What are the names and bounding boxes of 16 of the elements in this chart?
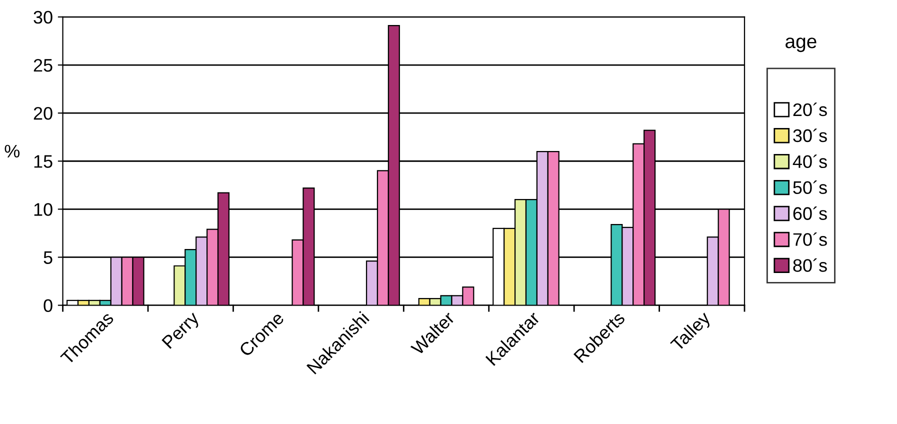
- y-axis-title: %: [4, 144, 20, 158]
- y-tick-label: 30: [34, 10, 52, 24]
- y-tick-label: 5: [44, 251, 52, 264]
- y-tick-label: 0: [44, 299, 52, 312]
- y-tick-label: 10: [34, 203, 52, 216]
- legend-title: age: [786, 38, 816, 52]
- y-tick-label: 25: [34, 58, 52, 72]
- legend-label: 60´s: [793, 206, 827, 220]
- legend-label: 30´s: [793, 128, 827, 142]
- y-tick-label: 20: [34, 107, 52, 120]
- legend-label: 70´s: [793, 232, 827, 246]
- legend-label: 20´s: [793, 102, 827, 116]
- legend-label: 80´s: [793, 258, 827, 272]
- legend-label: 50´s: [793, 180, 827, 194]
- y-tick-label: 15: [34, 155, 52, 168]
- legend-label: 40´s: [792, 154, 827, 168]
